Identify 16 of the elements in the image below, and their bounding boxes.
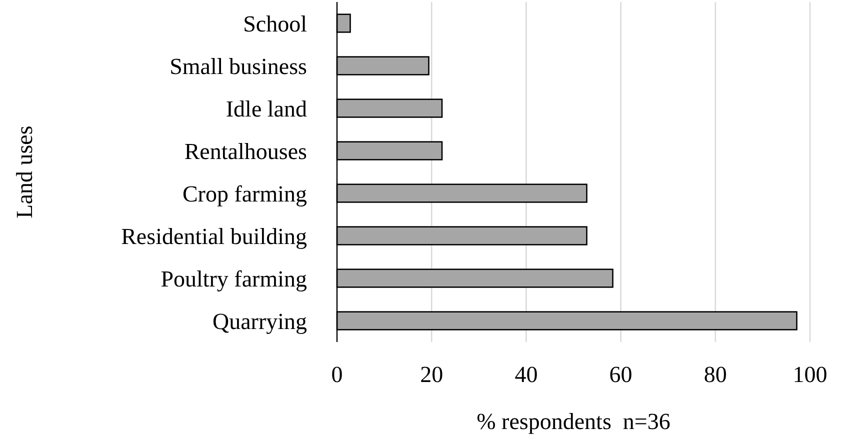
y-tick-label: Idle land	[226, 96, 308, 122]
x-tick-label: 100	[792, 362, 828, 387]
y-tick-label: School	[243, 11, 307, 36]
x-tick-label: 20	[420, 362, 444, 387]
x-tick-label: 40	[514, 362, 538, 387]
y-tick-label: Quarrying	[212, 308, 308, 334]
y-axis-title: Land uses	[12, 126, 37, 218]
y-tick-label: Crop farming	[182, 181, 308, 206]
x-tick-label: 0	[331, 362, 343, 387]
y-tick-label: Rentalhouses	[184, 138, 308, 164]
y-tick-label: Small business	[170, 54, 308, 79]
y-tick-label: Poultry farming	[160, 266, 308, 292]
x-axis-title: % respondents n=36	[476, 409, 670, 434]
y-tick-label: Residential building	[121, 224, 308, 249]
x-tick-label: 60	[609, 362, 632, 387]
x-tick-label: 80	[704, 362, 727, 387]
